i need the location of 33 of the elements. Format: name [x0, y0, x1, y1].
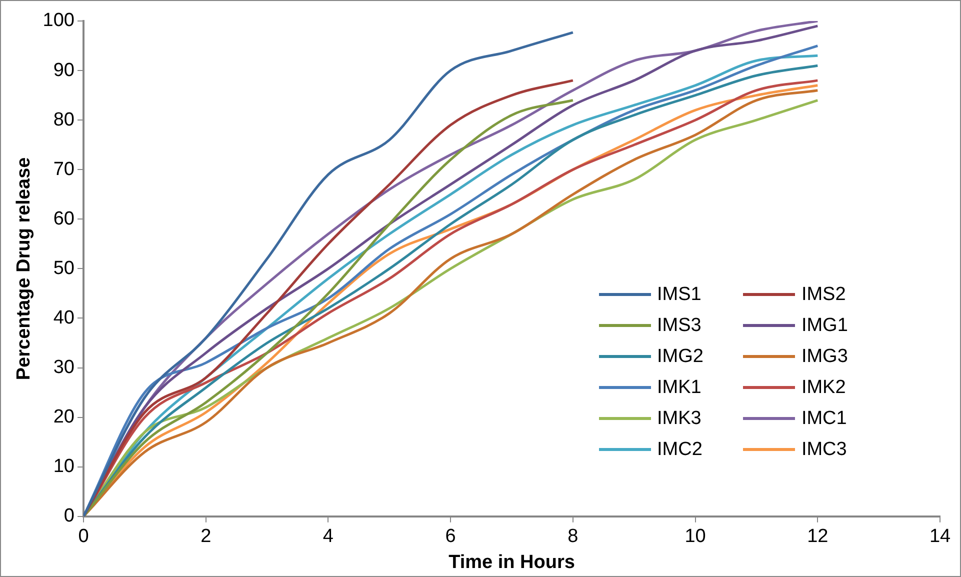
y-tick-label: 100: [42, 10, 74, 32]
legend-label: IMS3: [657, 314, 702, 336]
x-axis-title: Time in Hours: [448, 552, 575, 573]
y-tick-label: 0: [64, 506, 74, 527]
x-tick-label: 2: [200, 526, 212, 548]
y-tick-label: 40: [53, 307, 74, 328]
x-tick-label: 0: [78, 526, 89, 548]
y-tick-label: 10: [53, 456, 74, 478]
x-tick-label: 10: [684, 526, 706, 548]
legend-label: IMK1: [657, 376, 702, 398]
x-tick-label: 8: [568, 526, 578, 548]
y-tick-label: 50: [53, 258, 74, 279]
y-axis-title: Percentage Drug release: [14, 157, 35, 380]
y-tick-label: 70: [53, 158, 74, 180]
legend-label: IMG2: [657, 346, 704, 368]
legend-label: IMC1: [801, 408, 847, 430]
legend-label: IMC2: [657, 438, 702, 460]
y-tick-label: 20: [53, 406, 74, 428]
y-tick-label: 80: [53, 109, 74, 130]
legend-label: IMG3: [801, 346, 848, 368]
x-tick-label: 12: [807, 526, 828, 548]
legend-label: IMK2: [801, 376, 846, 398]
x-tick-label: 4: [322, 526, 334, 548]
y-tick-label: 60: [53, 208, 74, 230]
legend-label: IMK3: [657, 408, 702, 430]
y-tick-label: 90: [53, 60, 74, 81]
y-tick-label: 30: [53, 357, 74, 378]
legend-label: IMG1: [801, 314, 848, 336]
legend-label: IMS2: [801, 284, 846, 306]
x-tick-label: 14: [929, 526, 951, 548]
legend-label: IMS1: [657, 284, 702, 306]
legend-label: IMC3: [801, 438, 847, 460]
x-tick-label: 6: [445, 526, 456, 548]
